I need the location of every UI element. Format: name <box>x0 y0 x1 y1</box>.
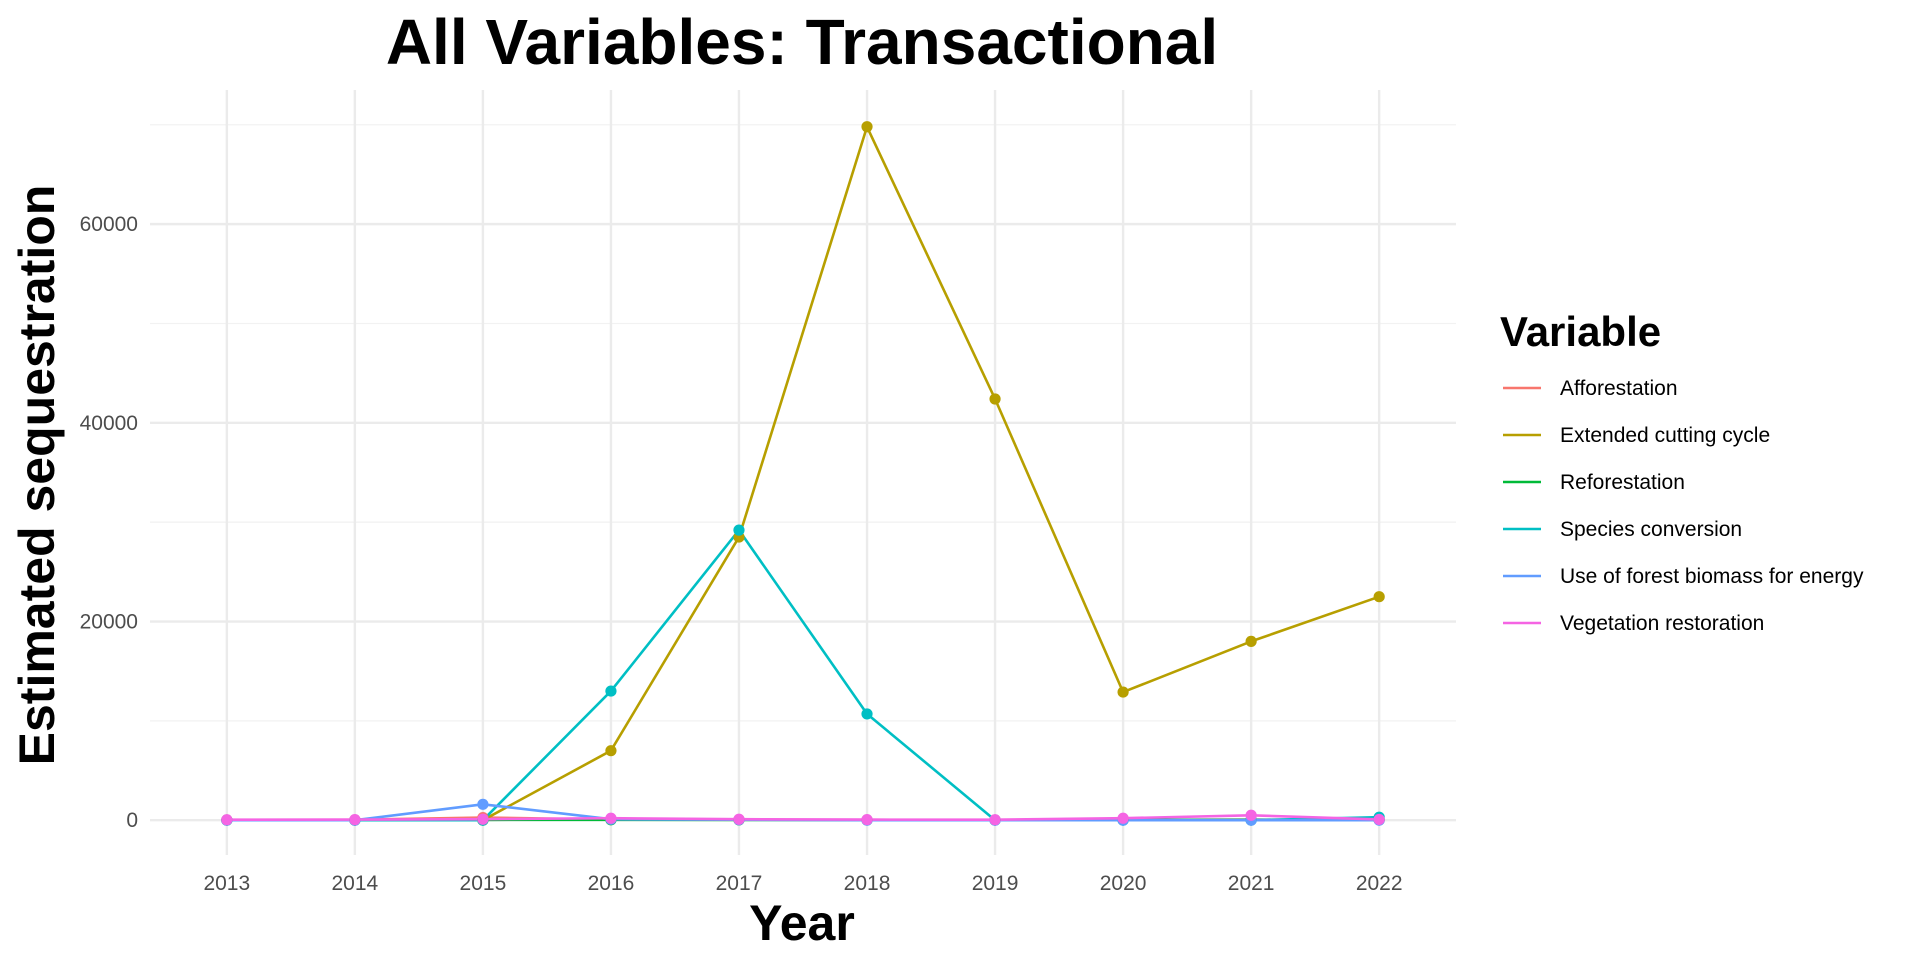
y-axis-title: Estimated sequestration <box>9 185 65 766</box>
series-line-vegetation-restoration <box>226 813 1380 822</box>
data-point-use-of-forest-biomass-for-energy <box>477 798 489 810</box>
y-tick-label: 20000 <box>80 611 138 634</box>
series-lines <box>226 125 1380 822</box>
data-point-species-conversion <box>605 685 617 697</box>
data-point-vegetation-restoration <box>989 814 1001 826</box>
data-point-extended-cutting-cycle <box>605 745 617 757</box>
legend-items: Afforestation Extended cutting cycle Refor… <box>1503 377 1864 635</box>
legend-label-afforestation: Afforestation <box>1560 377 1678 400</box>
data-point-extended-cutting-cycle <box>1245 635 1257 647</box>
data-point-species-conversion <box>861 708 873 720</box>
x-tick-label: 2013 <box>203 872 250 895</box>
x-tick-label: 2015 <box>460 872 507 895</box>
data-point-extended-cutting-cycle <box>989 393 1001 405</box>
x-tick-label: 2014 <box>332 872 379 895</box>
legend-label-reforestation: Reforestation <box>1560 471 1685 494</box>
data-points <box>221 121 1385 826</box>
data-point-extended-cutting-cycle <box>1373 591 1385 603</box>
legend-item-species-conversion: Species conversion <box>1503 518 1742 541</box>
legend-item-afforestation: Afforestation <box>1503 377 1678 400</box>
series-line-species-conversion <box>226 528 1380 822</box>
data-point-vegetation-restoration <box>477 813 489 825</box>
data-point-vegetation-restoration <box>605 812 617 824</box>
gridlines <box>150 90 1456 855</box>
legend-title: Variable <box>1500 308 1661 355</box>
y-tick-label: 60000 <box>80 213 138 236</box>
x-axis-title: Year <box>749 895 855 951</box>
legend-label-use-of-forest-biomass-for-energy: Use of forest biomass for energy <box>1560 565 1864 588</box>
data-point-species-conversion <box>733 524 745 536</box>
series-line-extended-cutting-cycle <box>226 125 1380 822</box>
x-tick-label: 2020 <box>1100 872 1147 895</box>
x-tick-label: 2019 <box>972 872 1019 895</box>
data-point-vegetation-restoration <box>861 814 873 826</box>
x-tick-label: 2017 <box>716 872 763 895</box>
data-point-vegetation-restoration <box>349 814 361 826</box>
data-point-vegetation-restoration <box>1117 812 1129 824</box>
legend-item-extended-cutting-cycle: Extended cutting cycle <box>1503 424 1770 447</box>
data-point-extended-cutting-cycle <box>1117 686 1129 698</box>
legend-label-species-conversion: Species conversion <box>1560 518 1742 541</box>
legend-item-reforestation: Reforestation <box>1503 471 1685 494</box>
data-point-vegetation-restoration <box>733 813 745 825</box>
legend-item-use-of-forest-biomass-for-energy: Use of forest biomass for energy <box>1503 565 1864 588</box>
chart-title: All Variables: Transactional <box>386 6 1218 78</box>
x-tick-label: 2022 <box>1356 872 1403 895</box>
y-tick-label: 40000 <box>80 412 138 435</box>
data-point-vegetation-restoration <box>221 814 233 826</box>
legend-label-extended-cutting-cycle: Extended cutting cycle <box>1560 424 1770 447</box>
data-point-vegetation-restoration <box>1245 809 1257 821</box>
data-point-vegetation-restoration <box>1373 813 1385 826</box>
legend-item-vegetation-restoration: Vegetation restoration <box>1503 612 1764 635</box>
legend-label-vegetation-restoration: Vegetation restoration <box>1560 612 1764 635</box>
legend: Variable Afforestation Extended cutting c… <box>1500 308 1864 635</box>
tick-labels: 0 20000 40000 60000 2013 2014 2015 2016 2017 2018… <box>80 213 1403 895</box>
x-tick-label: 2016 <box>588 872 635 895</box>
y-tick-label: 0 <box>126 809 138 832</box>
data-point-extended-cutting-cycle <box>861 121 873 133</box>
x-tick-label: 2018 <box>844 872 891 895</box>
x-tick-label: 2021 <box>1228 872 1275 895</box>
